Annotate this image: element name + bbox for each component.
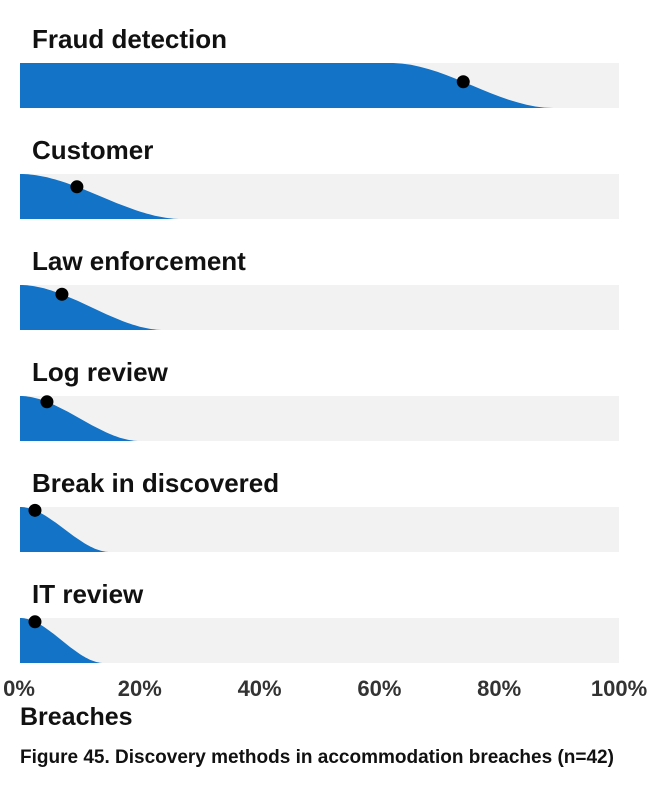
point-estimate — [28, 615, 42, 629]
distribution-slab — [20, 174, 182, 219]
point-estimate — [55, 287, 69, 301]
x-tick-label: 60% — [357, 676, 401, 701]
x-axis-title: Breaches — [20, 703, 133, 731]
track-background — [20, 396, 619, 441]
x-tick-label: 20% — [118, 676, 162, 701]
x-tick-label: 100% — [591, 676, 647, 701]
category-label: Log review — [32, 357, 169, 387]
figure-caption: Figure 45. Discovery methods in accommod… — [20, 747, 614, 768]
x-tick-label: 80% — [477, 676, 521, 701]
row-5: IT review — [20, 579, 619, 663]
point-estimate — [70, 180, 84, 194]
distribution-slab — [20, 618, 104, 663]
x-tick-label: 0% — [3, 676, 35, 701]
row-3: Log review — [20, 357, 619, 441]
distribution-slab — [20, 507, 110, 552]
point-estimate — [456, 75, 470, 89]
row-1: Customer — [20, 135, 619, 219]
track-background — [20, 507, 619, 552]
chart: Fraud detection Customer Law enforcement Lo… — [3, 24, 647, 701]
distribution-slab — [20, 63, 554, 108]
point-estimate — [40, 395, 54, 409]
point-estimate — [28, 503, 42, 517]
category-label: Fraud detection — [32, 24, 227, 54]
row-4: Break in discovered — [20, 468, 619, 552]
category-label: Customer — [32, 135, 153, 165]
track-background — [20, 618, 619, 663]
row-0: Fraud detection — [20, 24, 619, 108]
row-2: Law enforcement — [20, 246, 619, 330]
category-label: Law enforcement — [32, 246, 246, 276]
x-tick-label: 40% — [238, 676, 282, 701]
category-label: IT review — [32, 579, 144, 609]
category-label: Break in discovered — [32, 468, 279, 498]
